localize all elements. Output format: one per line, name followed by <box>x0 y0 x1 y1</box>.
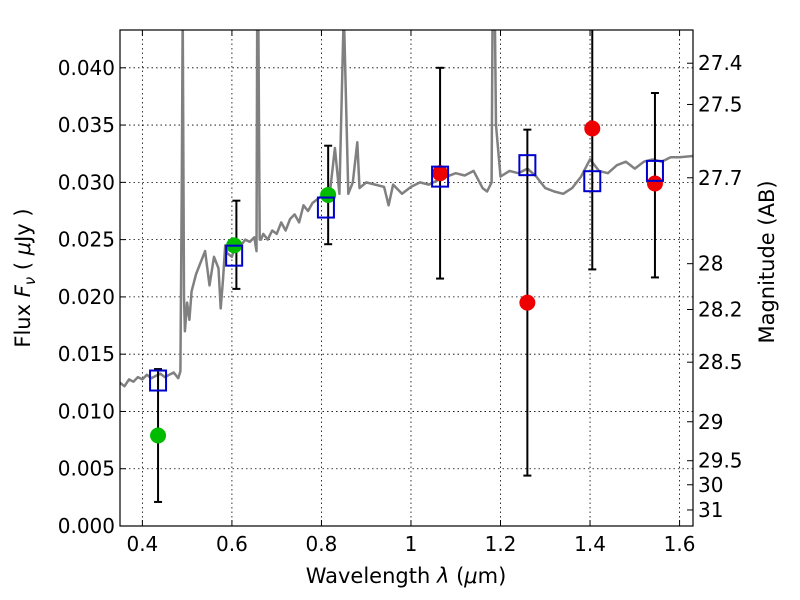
right-tick-label: 29.5 <box>698 449 743 473</box>
right-tick-label: 27.4 <box>698 51 743 75</box>
y-tick-label: 0.000 <box>58 514 115 538</box>
spectrum-line <box>120 30 693 388</box>
y-tick-label: 0.030 <box>58 170 115 194</box>
data-point <box>320 186 337 203</box>
y-tick-label: 0.010 <box>58 399 115 423</box>
model-photometry-square <box>316 196 335 219</box>
plot-frame <box>119 29 694 527</box>
data-point <box>646 175 663 192</box>
y-tick-label: 0.035 <box>58 113 115 137</box>
x-tick-label: 0.6 <box>216 532 248 556</box>
axes: 0.4 0.6 0.8 1 1.2 1.4 1.6 0.000 0.005 0.010 0.015 0… <box>58 30 743 556</box>
x-tick-label: 1 <box>405 532 418 556</box>
x-axis-label: Wavelength λ (μm) <box>306 564 507 588</box>
right-tick-label: 27.5 <box>698 92 743 116</box>
right-tick-label: 29 <box>698 410 723 434</box>
model-photometry-square <box>225 244 244 267</box>
right-tick-label: 27.7 <box>698 166 743 190</box>
right-tick-label: 28.2 <box>698 298 743 322</box>
y-tick-label: 0.020 <box>58 285 115 309</box>
data-point <box>519 294 536 311</box>
right-tick-label: 28.5 <box>698 350 743 374</box>
grid <box>120 30 693 527</box>
x-tick-label: 1.2 <box>485 532 517 556</box>
data-layer <box>120 30 693 503</box>
y-tick-label: 0.025 <box>58 228 115 252</box>
x-tick-label: 0.4 <box>126 532 158 556</box>
plot-area <box>120 30 693 526</box>
right-axis-label: Magnitude (AB) <box>755 180 779 343</box>
model-photometry-square <box>431 165 450 188</box>
data-point <box>432 165 449 182</box>
right-tick-label: 28 <box>698 252 723 276</box>
model-photometry-square <box>518 154 537 177</box>
data-point <box>150 427 167 444</box>
y-tick-label: 0.015 <box>58 342 115 366</box>
y-axis-label: Flux Fν ( μJy ) <box>11 208 39 347</box>
model-photometry-square <box>149 369 168 392</box>
x-tick-label: 1.4 <box>574 532 606 556</box>
right-tick-label: 31 <box>698 498 723 522</box>
model-photometry-square <box>583 170 602 193</box>
model-photometry-square <box>645 159 664 182</box>
y-tick-label: 0.005 <box>58 457 115 481</box>
data-point <box>584 120 601 137</box>
x-tick-label: 0.8 <box>306 532 338 556</box>
y-tick-label: 0.040 <box>58 56 115 80</box>
right-tick-label: 30 <box>698 473 723 497</box>
x-tick-label: 1.6 <box>664 532 696 556</box>
